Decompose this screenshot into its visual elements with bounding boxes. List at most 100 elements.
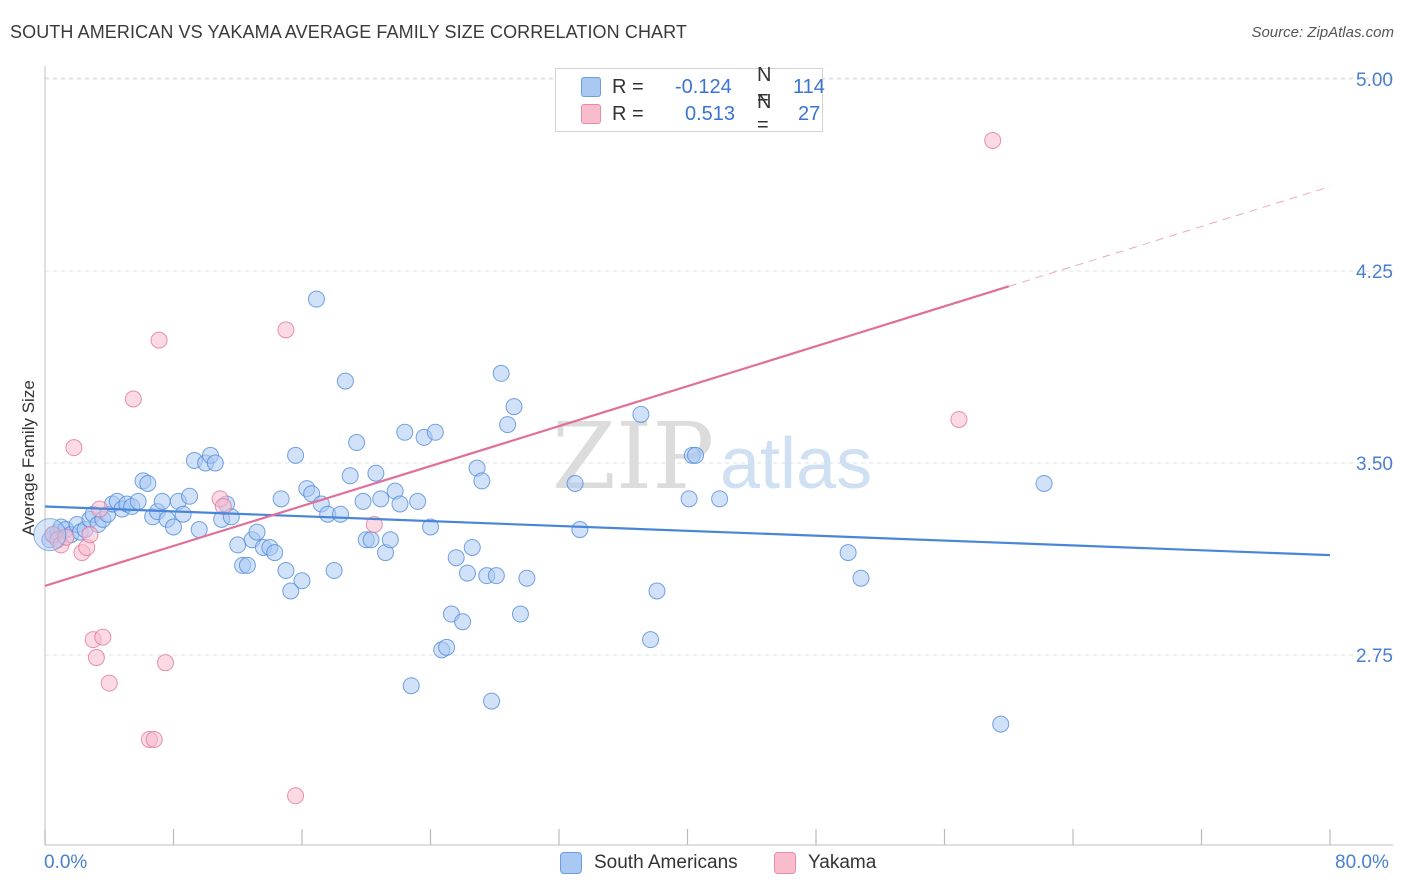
y-tick-labels: 2.75 3.50 4.25 5.00 bbox=[1356, 70, 1393, 667]
point-south-americans bbox=[487, 567, 505, 585]
chart-title: SOUTH AMERICAN VS YAKAMA AVERAGE FAMILY … bbox=[10, 22, 688, 42]
series-legend-label: South Americans bbox=[594, 852, 738, 873]
trend-line-yakama bbox=[44, 285, 1010, 587]
point-south-americans bbox=[266, 544, 284, 562]
point-yakama bbox=[214, 498, 232, 516]
point-south-americans bbox=[992, 715, 1010, 733]
point-south-americans bbox=[277, 562, 295, 580]
point-south-americans bbox=[642, 631, 660, 649]
point-south-americans bbox=[174, 505, 192, 523]
point-south-americans bbox=[422, 518, 439, 536]
point-south-americans bbox=[566, 474, 584, 492]
series-legend-south-americans[interactable]: South Americans bbox=[560, 852, 738, 874]
point-south-americans bbox=[447, 549, 465, 567]
legend-n-value: 27 bbox=[798, 102, 821, 125]
point-south-americans bbox=[463, 538, 481, 556]
point-south-americans bbox=[711, 490, 729, 508]
series-legend-yakama[interactable]: Yakama bbox=[774, 852, 876, 874]
point-yakama bbox=[150, 331, 168, 349]
point-south-americans bbox=[341, 467, 359, 485]
point-south-americans bbox=[571, 521, 589, 539]
point-south-americans bbox=[632, 405, 650, 423]
point-south-americans bbox=[454, 613, 472, 631]
legend-r-value: 0.513 bbox=[685, 102, 736, 125]
watermark: ZIP atlas bbox=[552, 403, 872, 510]
watermark-atlas: atlas bbox=[720, 424, 872, 504]
y-tick-label: 2.75 bbox=[1356, 646, 1393, 667]
point-south-americans bbox=[367, 464, 385, 482]
point-yakama bbox=[984, 131, 1002, 149]
point-south-americans bbox=[272, 490, 290, 508]
point-south-americans bbox=[381, 531, 399, 549]
y-tick-label: 3.50 bbox=[1356, 454, 1393, 475]
point-south-americans bbox=[229, 536, 247, 554]
legend-n-label: N = bbox=[757, 91, 772, 136]
point-south-americans bbox=[402, 677, 420, 695]
point-yakama bbox=[81, 526, 99, 544]
correlation-legend: R = -0.124 N = 114 R = 0.513 N = 27 bbox=[555, 64, 825, 136]
legend-n-label: N = bbox=[757, 64, 772, 109]
point-south-americans bbox=[325, 562, 343, 580]
legend-swatch-blue bbox=[581, 77, 601, 97]
x-tick-label-min: 0.0% bbox=[44, 852, 88, 873]
legend-swatch-pink bbox=[774, 852, 796, 874]
point-south-americans bbox=[336, 372, 354, 390]
point-south-americans bbox=[139, 474, 157, 492]
point-yakama bbox=[950, 410, 968, 428]
point-south-americans bbox=[1035, 474, 1053, 492]
legend-r-label: R = bbox=[612, 102, 644, 125]
point-south-americans bbox=[362, 531, 380, 549]
point-south-americans bbox=[181, 487, 199, 505]
data-points bbox=[33, 131, 1053, 805]
point-south-americans bbox=[687, 446, 705, 464]
point-south-americans bbox=[282, 582, 300, 600]
point-yakama bbox=[156, 654, 174, 672]
legend-swatch-pink bbox=[581, 104, 601, 124]
trend-line-south-americans bbox=[44, 505, 1331, 557]
point-yakama bbox=[277, 321, 295, 339]
legend-swatch-blue bbox=[560, 852, 582, 874]
point-south-americans bbox=[483, 692, 501, 710]
series-legend-label: Yakama bbox=[808, 852, 877, 873]
legend-n-value: 114 bbox=[793, 75, 825, 98]
point-south-americans bbox=[307, 290, 325, 308]
point-south-americans bbox=[518, 569, 536, 587]
x-tick-label-max: 80.0% bbox=[1335, 852, 1389, 873]
legend-r-value: -0.124 bbox=[675, 75, 732, 98]
point-south-americans bbox=[839, 544, 857, 562]
point-south-americans bbox=[505, 398, 523, 416]
point-south-americans bbox=[238, 556, 256, 574]
point-south-americans bbox=[248, 523, 266, 541]
source-label: Source: ZipAtlas.com bbox=[1251, 24, 1394, 41]
point-south-americans bbox=[391, 495, 409, 513]
point-south-americans bbox=[293, 572, 311, 590]
point-south-americans bbox=[153, 492, 171, 510]
point-yakama bbox=[365, 515, 383, 533]
point-south-americans bbox=[372, 490, 390, 508]
point-south-americans bbox=[129, 492, 147, 510]
point-south-americans bbox=[165, 518, 182, 536]
point-south-americans bbox=[852, 569, 870, 587]
point-south-americans bbox=[332, 505, 350, 523]
point-south-americans bbox=[473, 472, 491, 490]
point-south-americans bbox=[409, 492, 427, 510]
point-south-americans bbox=[680, 490, 698, 508]
point-yakama bbox=[100, 674, 118, 692]
point-south-americans bbox=[511, 605, 529, 623]
point-south-americans bbox=[206, 454, 224, 472]
point-south-americans bbox=[438, 638, 456, 656]
point-south-americans bbox=[396, 423, 414, 441]
point-south-americans bbox=[33, 518, 67, 552]
legend-r-label: R = bbox=[612, 75, 644, 98]
point-south-americans bbox=[492, 364, 510, 382]
point-yakama bbox=[287, 787, 305, 805]
axes bbox=[44, 66, 1393, 846]
point-south-americans bbox=[426, 423, 444, 441]
trend-lines bbox=[44, 186, 1331, 587]
point-south-americans bbox=[499, 416, 517, 434]
point-yakama bbox=[124, 390, 142, 408]
point-yakama bbox=[145, 730, 163, 748]
y-axis-label: Average Family Size bbox=[19, 380, 38, 536]
point-south-americans bbox=[354, 492, 372, 510]
